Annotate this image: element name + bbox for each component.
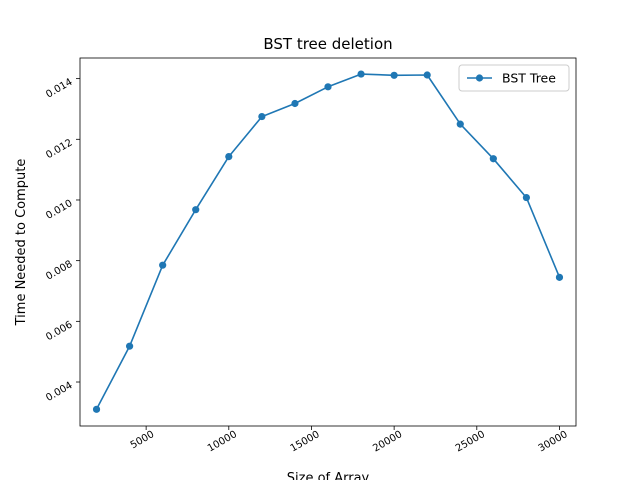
data-point (126, 342, 134, 350)
data-point (423, 71, 431, 79)
data-point (489, 155, 497, 163)
plot-frame (79, 57, 577, 427)
data-point (456, 120, 464, 128)
legend-box (458, 64, 570, 92)
data-point (291, 99, 299, 108)
data-point (92, 405, 101, 413)
data-point (390, 71, 398, 79)
x-axis-title: Size of Array (287, 471, 370, 480)
data-point (324, 83, 332, 91)
chart-title: BST tree deletion (263, 35, 392, 53)
data-point (225, 152, 233, 161)
data-point (555, 273, 564, 281)
legend-label: BST Tree (502, 71, 556, 86)
data-point (159, 261, 167, 269)
legend-marker (475, 74, 484, 82)
data-point (522, 193, 531, 202)
data-point (258, 112, 266, 121)
data-point (357, 70, 365, 78)
series-layer (92, 70, 564, 413)
y-axis-title: Time Needed to Compute (14, 159, 29, 327)
data-point (192, 206, 200, 214)
legend: BST Tree (458, 64, 570, 92)
